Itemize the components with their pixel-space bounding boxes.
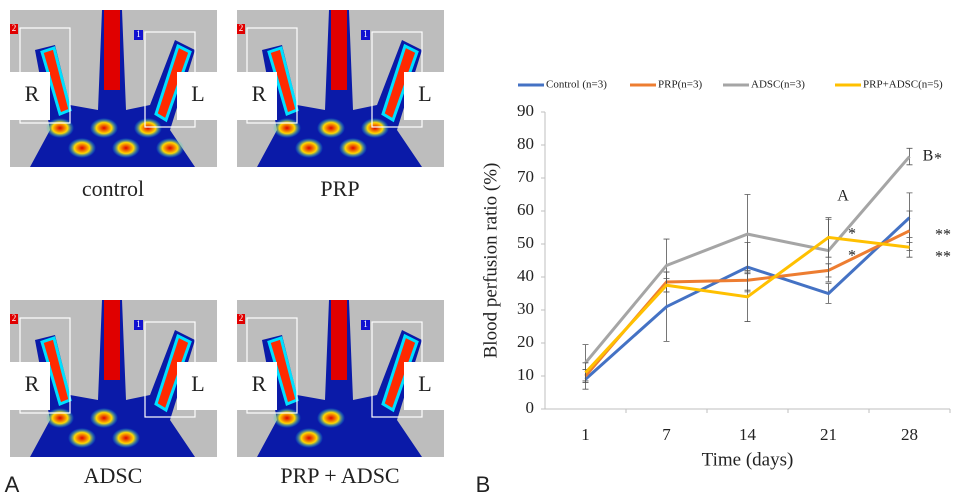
thumbnail: 2 1 R L bbox=[237, 300, 444, 457]
side-label: R bbox=[252, 371, 267, 396]
side-label: L bbox=[418, 371, 431, 396]
hot-spot bbox=[295, 138, 323, 158]
hot-spot bbox=[134, 118, 162, 138]
roi-number: 2 bbox=[12, 23, 17, 33]
y-tick-label: 60 bbox=[517, 200, 534, 219]
hot-spot bbox=[90, 408, 118, 428]
hot-spot bbox=[90, 118, 118, 138]
thumbnail: 2 1 R L bbox=[237, 10, 444, 167]
y-tick-label: 30 bbox=[517, 299, 534, 318]
hot-spot bbox=[156, 138, 184, 158]
hot-spot bbox=[68, 428, 96, 448]
annotation: * bbox=[934, 151, 942, 168]
hot-spot bbox=[112, 138, 140, 158]
y-tick-label: 80 bbox=[517, 134, 534, 153]
hot-spot bbox=[361, 118, 389, 138]
x-tick-label: 28 bbox=[901, 425, 918, 444]
x-axis-label: Time (days) bbox=[702, 449, 794, 470]
side-label: L bbox=[191, 371, 204, 396]
center-finger bbox=[104, 10, 120, 90]
center-finger bbox=[104, 300, 120, 380]
panel-caption: ADSC bbox=[84, 463, 143, 488]
side-label: L bbox=[191, 81, 204, 106]
panel-letter: A bbox=[5, 472, 20, 496]
center-finger bbox=[331, 10, 347, 90]
legend-label: ADSC(n=3) bbox=[751, 79, 805, 91]
y-tick-label: 70 bbox=[517, 167, 534, 186]
hot-spot bbox=[317, 408, 345, 428]
panel-caption: control bbox=[82, 176, 144, 201]
legend-label: PRP+ADSC(n=5) bbox=[863, 79, 943, 91]
y-tick-label: 50 bbox=[517, 233, 534, 252]
thumbnail: 2 1 R L bbox=[10, 10, 217, 167]
legend-label: Control (n=3) bbox=[546, 79, 607, 91]
y-tick-label: 0 bbox=[526, 398, 535, 417]
y-tick-label: 10 bbox=[517, 365, 534, 384]
panel-letter: B bbox=[476, 472, 491, 496]
annotation: B bbox=[923, 148, 934, 165]
side-label: R bbox=[252, 81, 267, 106]
y-axis-label: Blood perfusion ratio (%) bbox=[480, 163, 501, 359]
roi-number: 2 bbox=[239, 313, 244, 323]
page: {"panels": [ {"label": "control", "left"… bbox=[0, 0, 960, 496]
x-tick-label: 1 bbox=[581, 425, 590, 444]
panel-caption: PRP bbox=[320, 176, 359, 201]
side-label: L bbox=[418, 81, 431, 106]
roi-number: 1 bbox=[363, 29, 368, 39]
figure: 21RLcontrol21RLPRP21RLADSC21RLPRP + ADSC… bbox=[0, 0, 960, 496]
x-tick-label: 21 bbox=[820, 425, 837, 444]
center-finger bbox=[331, 300, 347, 380]
panel-caption: PRP + ADSC bbox=[280, 463, 399, 488]
legend-label: PRP(n=3) bbox=[658, 79, 702, 91]
annotation: ** bbox=[935, 227, 951, 244]
roi-number: 2 bbox=[12, 313, 17, 323]
y-tick-label: 40 bbox=[517, 266, 534, 285]
x-tick-label: 7 bbox=[662, 425, 671, 444]
hot-spot bbox=[339, 138, 367, 158]
side-label: R bbox=[25, 371, 40, 396]
side-label: R bbox=[25, 81, 40, 106]
hot-spot bbox=[112, 428, 140, 448]
hot-spot bbox=[68, 138, 96, 158]
roi-number: 1 bbox=[363, 319, 368, 329]
roi-number: 1 bbox=[136, 29, 141, 39]
x-tick-label: 14 bbox=[739, 425, 757, 444]
annotation: * bbox=[848, 248, 856, 265]
annotation: A bbox=[837, 188, 849, 205]
annotation: ** bbox=[935, 249, 951, 266]
annotation: * bbox=[848, 226, 856, 243]
hot-spot bbox=[317, 118, 345, 138]
roi-number: 2 bbox=[239, 23, 244, 33]
y-tick-label: 90 bbox=[517, 101, 534, 120]
thumbnail: 2 1 R L bbox=[10, 300, 217, 457]
hot-spot bbox=[295, 428, 323, 448]
y-tick-label: 20 bbox=[517, 332, 534, 351]
roi-number: 1 bbox=[136, 319, 141, 329]
